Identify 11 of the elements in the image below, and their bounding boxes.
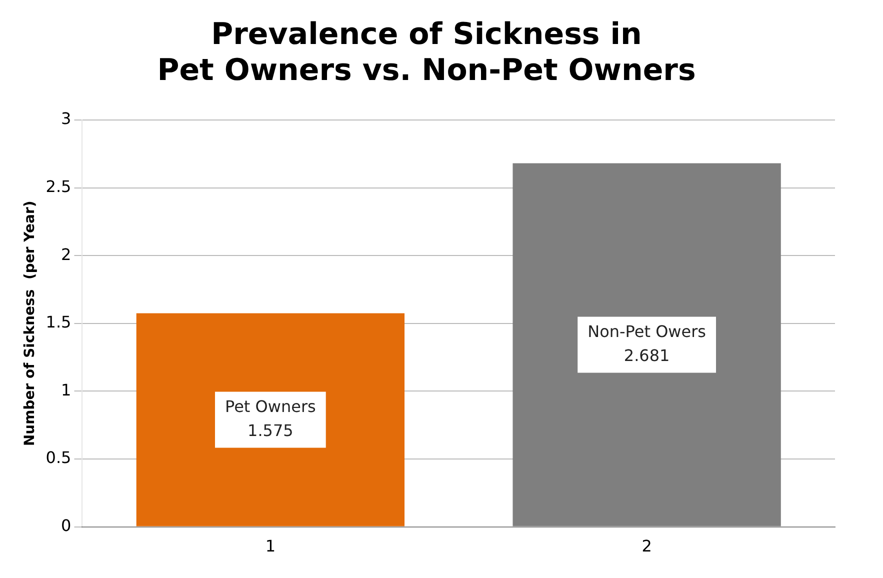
y-tick-label: 2 bbox=[61, 244, 72, 264]
y-tick-label: 0.5 bbox=[46, 448, 72, 468]
chart-title: Prevalence of Sickness in Pet Owners vs. Non-Pet Owners bbox=[157, 16, 696, 88]
y-axis-title: Number of Sickness (per Year) bbox=[22, 200, 38, 446]
y-tick-label: 0 bbox=[61, 516, 72, 535]
y-tick-label: 2.5 bbox=[46, 176, 72, 196]
y-tick-label: 1 bbox=[61, 380, 72, 400]
data-label: Non-Pet Owers 2.681 bbox=[588, 322, 706, 365]
y-tick-label: 1.5 bbox=[46, 312, 72, 332]
data-label: Pet Owners 1.575 bbox=[225, 396, 316, 440]
y-tick-label: 3 bbox=[61, 109, 72, 128]
